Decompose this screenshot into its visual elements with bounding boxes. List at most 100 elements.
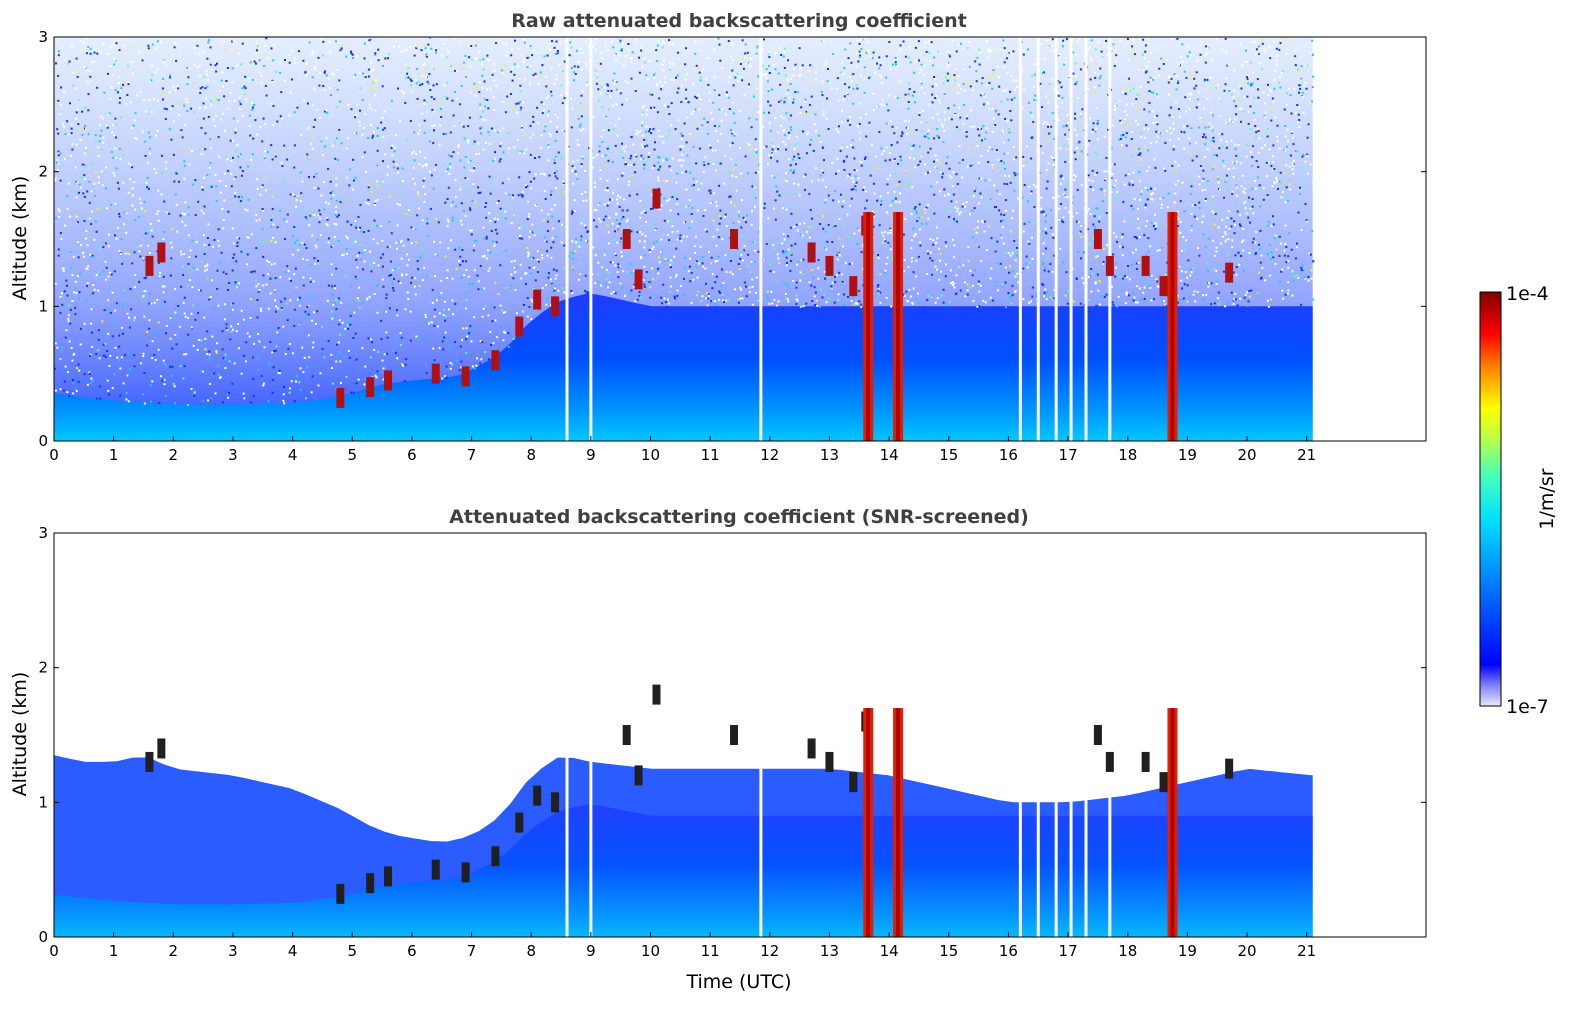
noise-speckle <box>1115 262 1118 265</box>
noise-speckle <box>334 301 336 304</box>
noise-speckle <box>1180 270 1183 273</box>
noise-speckle <box>860 74 862 77</box>
noise-speckle <box>536 258 539 261</box>
noise-speckle <box>1275 63 1278 66</box>
noise-speckle <box>204 87 207 90</box>
noise-speckle <box>540 209 543 212</box>
noise-speckle <box>266 259 268 262</box>
noise-speckle <box>1041 282 1044 285</box>
noise-speckle <box>768 302 771 305</box>
noise-speckle <box>187 234 190 237</box>
noise-speckle <box>103 309 106 312</box>
noise-speckle <box>213 239 216 241</box>
noise-speckle <box>980 177 983 180</box>
noise-speckle <box>123 211 126 214</box>
noise-speckle <box>1033 99 1036 101</box>
noise-speckle <box>1188 181 1191 183</box>
noise-speckle <box>1059 53 1062 56</box>
noise-speckle <box>107 393 110 396</box>
noise-speckle <box>1088 299 1091 302</box>
noise-speckle <box>551 40 553 43</box>
noise-speckle <box>416 97 419 100</box>
noise-speckle <box>615 88 618 91</box>
noise-speckle <box>718 298 721 301</box>
noise-speckle <box>1127 265 1129 267</box>
noise-speckle <box>98 248 101 251</box>
noise-speckle <box>677 213 680 216</box>
noise-speckle <box>703 117 706 120</box>
noise-speckle <box>171 374 174 377</box>
noise-speckle <box>1279 42 1282 45</box>
noise-speckle <box>488 142 491 145</box>
noise-speckle <box>78 72 80 74</box>
noise-speckle <box>484 142 487 144</box>
noise-speckle <box>270 102 273 105</box>
noise-speckle <box>787 59 789 62</box>
noise-speckle <box>613 238 616 241</box>
noise-speckle <box>198 65 201 68</box>
noise-speckle <box>1239 297 1242 300</box>
noise-speckle <box>543 173 546 176</box>
noise-speckle <box>785 261 788 264</box>
noise-speckle <box>640 143 643 146</box>
noise-speckle <box>702 265 704 268</box>
noise-speckle <box>201 370 204 373</box>
noise-speckle <box>306 259 309 261</box>
noise-speckle <box>353 242 355 245</box>
noise-speckle <box>1150 299 1153 302</box>
noise-speckle <box>927 217 930 220</box>
noise-speckle <box>915 212 918 215</box>
noise-speckle <box>397 87 399 90</box>
noise-speckle <box>141 296 144 299</box>
noise-speckle <box>317 187 320 190</box>
noise-speckle <box>1060 101 1063 104</box>
noise-speckle <box>669 263 672 266</box>
noise-speckle <box>685 99 688 102</box>
noise-speckle <box>1182 125 1185 128</box>
noise-speckle <box>866 50 869 53</box>
noise-speckle <box>634 132 637 135</box>
noise-speckle <box>811 180 813 183</box>
noise-speckle <box>1198 126 1201 129</box>
noise-speckle <box>309 214 312 217</box>
noise-speckle <box>905 133 908 136</box>
noise-speckle <box>1098 77 1101 80</box>
noise-speckle <box>675 275 677 278</box>
noise-speckle <box>240 174 243 177</box>
noise-speckle <box>208 39 211 42</box>
noise-speckle <box>1177 137 1180 140</box>
noise-speckle <box>1310 100 1313 103</box>
noise-speckle <box>232 39 235 42</box>
noise-speckle <box>812 84 815 87</box>
noise-speckle <box>424 47 427 50</box>
noise-speckle <box>462 125 465 128</box>
noise-speckle <box>65 284 68 287</box>
noise-speckle <box>881 241 884 244</box>
noise-speckle <box>1150 52 1153 54</box>
noise-speckle <box>899 44 902 47</box>
noise-speckle <box>774 117 777 119</box>
noise-speckle <box>99 397 102 400</box>
noise-speckle <box>218 261 221 264</box>
noise-speckle <box>607 84 609 87</box>
noise-speckle <box>157 210 160 213</box>
noise-speckle <box>622 216 625 218</box>
noise-speckle <box>618 222 621 225</box>
noise-speckle <box>955 274 958 277</box>
noise-speckle <box>147 99 150 101</box>
noise-speckle <box>1017 281 1020 284</box>
noise-speckle <box>262 274 265 277</box>
noise-speckle <box>288 391 291 394</box>
noise-speckle <box>1215 269 1218 272</box>
noise-speckle <box>423 334 426 337</box>
noise-speckle <box>316 238 319 241</box>
noise-speckle <box>919 241 922 244</box>
noise-speckle <box>813 123 816 126</box>
noise-speckle <box>865 135 868 138</box>
noise-speckle <box>539 309 542 312</box>
noise-speckle <box>149 136 151 139</box>
noise-speckle <box>485 216 488 219</box>
noise-speckle <box>1012 270 1015 273</box>
noise-speckle <box>433 129 435 132</box>
noise-speckle <box>1183 70 1186 73</box>
